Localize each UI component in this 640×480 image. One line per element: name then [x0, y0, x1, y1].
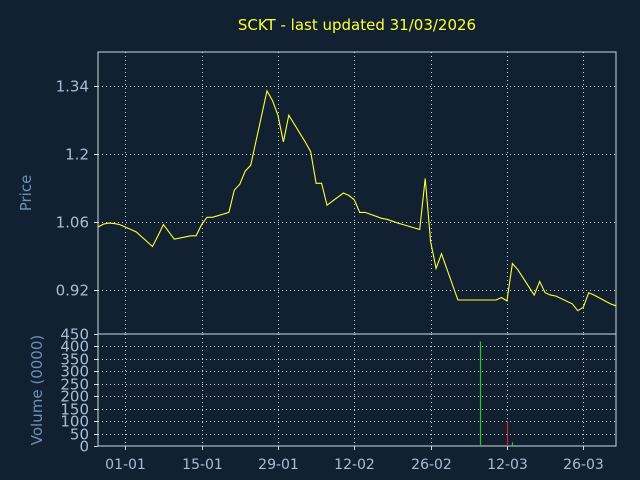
volume-axis-label: Volume (0000) [28, 335, 46, 445]
volume-y-tick-label: 400 [60, 338, 89, 356]
x-axis-ticks: 01-01 15-01 29-01 12-02 26-02 12-03 26-03 [105, 446, 604, 473]
price-series-line [97, 89, 617, 312]
volume-bars [479, 341, 514, 446]
price-y-tick-label: 0.92 [56, 282, 89, 300]
volume-y-tick-label: 350 [60, 351, 89, 369]
x-tick-label: 12-03 [487, 457, 528, 473]
volume-y-tick-label: 0 [79, 438, 89, 456]
price-y-tick-label: 1.2 [65, 146, 89, 164]
volume-y-tick-label: 200 [60, 388, 89, 406]
x-tick-label: 26-02 [411, 457, 452, 473]
volume-gridlines [98, 334, 616, 446]
volume-y-tick-label: 50 [70, 426, 89, 444]
chart-title: SCKT - last updated 31/03/2026 [238, 16, 476, 34]
x-tick-label: 26-03 [563, 457, 604, 473]
x-tick-label: 12-02 [334, 457, 375, 473]
volume-y-tick-label: 250 [60, 376, 89, 394]
x-tick-label: 29-01 [258, 457, 299, 473]
x-tick-label: 15-01 [182, 457, 223, 473]
volume-y-tick-label: 300 [60, 363, 89, 381]
volume-y-tick-label: 100 [60, 413, 89, 431]
volume-y-tick-label: 150 [60, 401, 89, 419]
volume-panel-frame [97, 333, 617, 447]
price-axis-label: Price [17, 175, 35, 212]
price-y-tick-label: 1.34 [56, 78, 89, 96]
volume-y-tick-label: 450 [60, 326, 89, 344]
x-tick-label: 01-01 [105, 457, 146, 473]
price-y-ticks: 0.92 1.06 1.2 1.34 [56, 78, 98, 300]
price-y-tick-label: 1.06 [56, 214, 89, 232]
